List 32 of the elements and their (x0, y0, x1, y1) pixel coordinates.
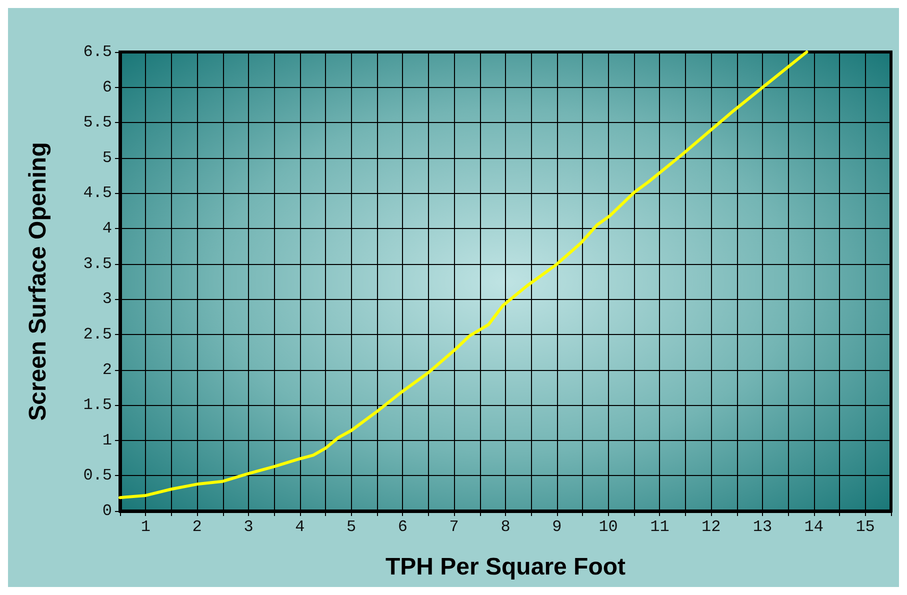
x-tick-label: 14 (804, 518, 824, 536)
x-tick-label: 4 (295, 518, 305, 536)
x-tick-label: 6 (398, 518, 408, 536)
y-tick-label: 5.5 (83, 114, 112, 132)
x-tick-label: 7 (449, 518, 459, 536)
x-tick-label: 5 (346, 518, 356, 536)
x-tick-label: 9 (552, 518, 562, 536)
x-axis-title: TPH Per Square Foot (385, 554, 626, 580)
x-tick-label: 15 (856, 518, 875, 536)
y-tick-label: 2.5 (83, 325, 112, 344)
x-tick-label: 1 (140, 518, 151, 536)
y-tick-label: 5 (102, 148, 112, 167)
x-tick-label: 13 (752, 518, 772, 536)
x-tick-label: 2 (192, 518, 202, 536)
line-series (118, 50, 808, 500)
x-tick-label: 12 (702, 518, 721, 536)
y-tick-label: 4.5 (83, 184, 112, 202)
y-tick-label: 6 (102, 78, 112, 96)
y-tick-label: 3.5 (83, 254, 112, 273)
y-tick-label: 6.5 (83, 43, 112, 61)
y-tick-label: 3 (102, 290, 112, 308)
y-axis-title: Screen Surface Opening (24, 142, 52, 421)
x-tick-label: 3 (244, 518, 254, 536)
y-tick-label: 1 (102, 431, 112, 450)
y-tick-label: 4 (102, 220, 112, 238)
y-tick-label: 1.5 (83, 396, 112, 414)
y-tick-label: 0 (102, 502, 112, 520)
x-tick-label: 11 (650, 518, 670, 536)
y-tick-label: 2 (102, 360, 112, 379)
y-tick-label: 0.5 (83, 466, 112, 485)
x-tick-label: 10 (598, 518, 618, 536)
x-tick-label: 8 (500, 518, 510, 536)
